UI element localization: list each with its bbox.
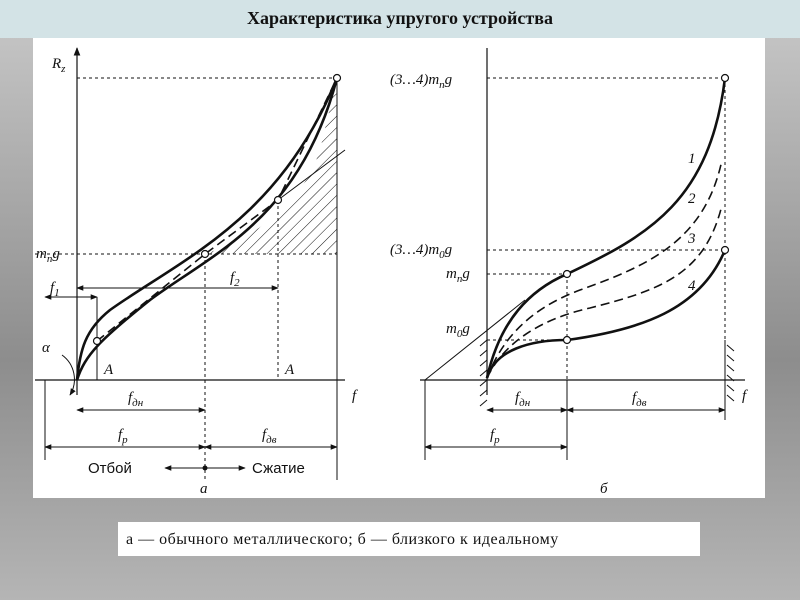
label-part: f <box>490 427 496 443</box>
point <box>720 245 730 255</box>
line-shape <box>485 249 727 379</box>
caption-box <box>118 522 700 556</box>
label-part: f <box>262 427 268 443</box>
line-shape <box>486 159 723 379</box>
axis-label: f <box>352 388 358 404</box>
left-diagram: Rz mпg f1 f2 α A A f fдн fдв fр Отбой Сж… <box>35 47 358 497</box>
label-part: 2 <box>234 277 240 289</box>
label-part: дн <box>132 397 144 409</box>
curve-label: 3 <box>687 231 696 247</box>
line-shape <box>277 149 346 201</box>
point <box>273 195 283 205</box>
point <box>720 73 730 83</box>
label-part: R <box>51 56 61 72</box>
point <box>202 465 208 471</box>
label-part: (3…4)m <box>390 72 439 88</box>
title-bar <box>0 0 800 38</box>
label-part: 0 <box>439 249 445 261</box>
label-part: 1 <box>54 287 60 299</box>
label-part: g <box>445 72 453 88</box>
curve-label: 1 <box>688 151 696 167</box>
line-shape <box>486 204 723 379</box>
dim-label: f2 <box>230 270 240 289</box>
dim-label: fдн <box>515 390 531 409</box>
label-part: g <box>445 242 453 258</box>
point-label: A <box>103 362 114 378</box>
curve-label: 4 <box>688 278 696 294</box>
dim-label: fдн <box>128 390 144 409</box>
label-part: дв <box>266 434 277 446</box>
curve-label: 2 <box>688 191 696 207</box>
line-shape <box>61 354 76 396</box>
label-part: дв <box>636 397 647 409</box>
label-part: f <box>118 427 124 443</box>
line-shape <box>424 299 526 381</box>
caption: а — обычного металлического; б — близког… <box>126 531 559 548</box>
label-part: f <box>128 390 134 406</box>
dim-label: fр <box>118 427 128 446</box>
point <box>562 269 572 279</box>
label-part: f <box>50 280 56 296</box>
dim-label: fр <box>490 427 500 446</box>
label-part: п <box>47 253 53 265</box>
label-part: f <box>230 270 236 286</box>
line-shape <box>479 339 735 407</box>
level-label: (3…4)m0g <box>390 242 453 261</box>
line-shape <box>96 77 338 342</box>
label-part: п <box>457 273 463 285</box>
level-label: mпg <box>446 266 470 285</box>
point <box>92 336 102 346</box>
title: Характеристика упругого устройства <box>247 8 553 28</box>
label-part: m <box>36 246 47 262</box>
point <box>562 335 572 345</box>
label-part: 0 <box>457 328 463 340</box>
level-label: (3…4)mпg <box>390 72 453 91</box>
line-shape <box>485 77 727 379</box>
label-part: (3…4)m <box>390 242 439 258</box>
right-diagram: (3…4)mпg (3…4)m0g mпg m0g 1 2 3 4 f fдн … <box>390 48 748 497</box>
axis-label: Rz <box>51 56 66 75</box>
diagram-label: б <box>600 481 608 497</box>
compression-label: Сжатие <box>252 460 305 477</box>
label-part: дн <box>519 397 531 409</box>
point-label: A <box>284 362 295 378</box>
label-part: z <box>60 63 66 75</box>
line-shape <box>75 77 339 381</box>
point <box>332 73 342 83</box>
label-part: f <box>632 390 638 406</box>
label-part: f <box>515 390 521 406</box>
level-label: mпg <box>36 246 60 265</box>
line-shape <box>75 77 339 381</box>
point <box>200 249 210 259</box>
label-part: g <box>462 266 470 282</box>
angle-label: α <box>42 340 51 356</box>
label-part: р <box>121 434 128 446</box>
figure-panel <box>33 38 765 498</box>
label-part: п <box>439 79 445 91</box>
label-part: m <box>446 266 457 282</box>
hatch <box>205 78 337 254</box>
dim-label: f1 <box>50 280 60 299</box>
dim-label: fдв <box>262 427 277 446</box>
label-part: g <box>52 246 60 262</box>
diagram-label: а <box>200 481 208 497</box>
dim-label: fдв <box>632 390 647 409</box>
rebound-label: Отбой <box>88 460 132 477</box>
label-part: g <box>462 321 470 337</box>
label-part: р <box>493 434 500 446</box>
axis-label: f <box>742 388 748 404</box>
level-label: m0g <box>446 321 470 340</box>
label-part: m <box>446 321 457 337</box>
